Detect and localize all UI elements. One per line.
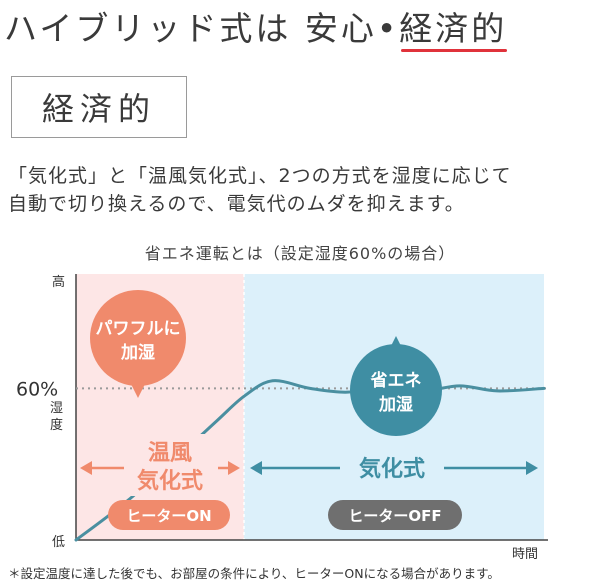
heater-off-label: ヒーターOFF <box>348 507 441 525</box>
y-axis-label: 湿 度 <box>50 401 63 433</box>
phase-2-arrow-head-right <box>526 461 538 475</box>
phase-2-name-backdrop <box>340 452 444 484</box>
phase-2-bubble-line-2: 加湿 <box>378 395 413 415</box>
phase-1-name-line-2: 気化式 <box>137 468 203 494</box>
heater-on-label: ヒーターON <box>126 507 211 525</box>
chart-svg: 高 60% 湿 度 低 時間 パワフルに 加湿 省エネ 加湿 <box>16 274 548 562</box>
phase-1-bubble-tail <box>130 382 146 398</box>
headline: ハイブリッド式は 安心•経済的 <box>4 2 507 50</box>
phase-1-bubble-line-1: パワフルに <box>96 319 181 339</box>
headline-emphasis: 経済的 <box>399 9 508 48</box>
y-axis-bottom-label: 低 <box>52 535 65 550</box>
phase-2-bubble-circle <box>350 344 442 436</box>
description-line-2: 自動で切り換えるので、電気代のムダを抑えます。 <box>8 193 465 215</box>
phase-2-arrow-head-left <box>250 461 262 475</box>
y-axis-top-label: 高 <box>52 274 65 290</box>
chart-title: 省エネ運転とは（設定湿度60%の場合） <box>144 244 456 263</box>
heater-on-pill <box>108 500 230 530</box>
phase-1-name-line-1: 温風 <box>148 441 192 466</box>
phase-1-bubble-circle <box>90 290 186 386</box>
phase-2-name: 気化式 <box>359 456 425 482</box>
phase-1-name-backdrop <box>124 434 218 496</box>
phase-1-arrow-head-right <box>228 461 240 475</box>
phase-1-arrow-head-left <box>80 461 92 475</box>
description: 「気化式」と「温風気化式」、2つの方式を湿度に応じて 自動で切り換えるので、電気… <box>8 162 598 218</box>
section-label-box: 経済的 <box>11 76 187 138</box>
x-axis-label: 時間 <box>512 547 538 562</box>
heater-off-pill <box>328 500 462 530</box>
phase-1-bubble-line-2: 加湿 <box>120 343 155 363</box>
description-line-1: 「気化式」と「温風気化式」、2つの方式を湿度に応じて <box>8 165 512 187</box>
headline-prefix: ハイブリッド式は 安心• <box>4 9 400 48</box>
y-axis-label-char-2: 度 <box>50 417 63 433</box>
phase-1-bubble: パワフルに 加湿 <box>90 290 186 398</box>
section-label: 経済的 <box>41 90 156 128</box>
y-axis-target-label: 60% <box>16 378 58 400</box>
chart: 高 60% 湿 度 低 時間 パワフルに 加湿 省エネ 加湿 <box>0 262 600 562</box>
phase-2-bubble-line-1: 省エネ <box>370 370 422 391</box>
phase-2-bubble: 省エネ 加湿 <box>350 336 442 436</box>
footnote: ＊設定温度に達した後でも、お部屋の条件により、ヒーターONになる場合があります。 <box>8 566 500 581</box>
y-axis-label-char-1: 湿 <box>50 401 63 416</box>
